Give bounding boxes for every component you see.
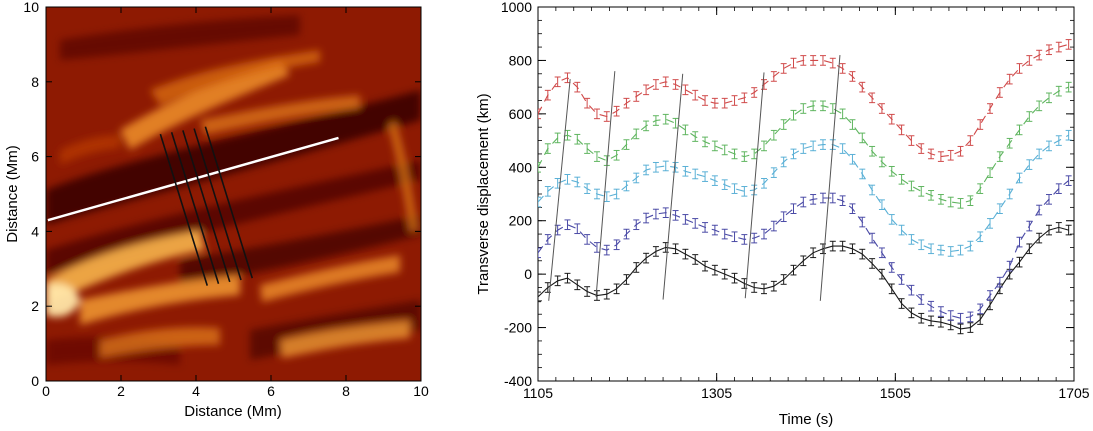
series-red [538,39,1072,162]
right-xtick-label: 1505 [880,385,911,401]
left-ytick-label: 2 [31,298,39,314]
left-xtick-label: 4 [192,383,200,399]
slit-line [170,132,220,284]
right-xtick-label: 1705 [1058,385,1089,401]
solar-image-panel: 0 2 4 6 8 10 0 2 4 6 8 10 Distance (Mm) Distance (M… [4,0,429,420]
right-ytick-label: 800 [509,52,533,68]
left-ytick-label: 6 [31,149,39,165]
vertical-lines [548,55,841,301]
series-green [538,81,1072,209]
right-ytick-label: 400 [509,159,533,175]
right-ytick-label: 600 [509,106,533,122]
series-blue [538,175,1072,324]
displacement-plot-panel: 1105 1305 1505 1705 -400 -200 0 200 400 600 800 100… [475,0,1090,428]
left-xtick-label: 6 [267,383,275,399]
slit-line [182,130,231,283]
right-ytick-label: -200 [504,320,532,336]
phase-line [662,73,684,300]
left-ytick-label: 4 [31,223,39,239]
left-ytick-label: 10 [23,0,39,15]
slit-line [193,128,242,281]
left-xtick-label: 0 [42,383,50,399]
right-axes: 1105 1305 1505 1705 -400 -200 0 200 400 600 800 100… [501,0,1090,401]
right-ylabel: Transverse displacement (km) [475,93,492,294]
cut-line [47,136,339,222]
right-xtick-label: 1305 [701,385,732,401]
left-ytick-label: 8 [31,74,39,90]
heatmap-image [46,7,421,381]
right-ytick-label: 1000 [501,0,532,15]
left-frame [45,6,422,382]
left-xtick-label: 8 [342,383,350,399]
slit-lines [159,126,254,286]
phase-line [819,55,841,301]
right-ytick-label: 0 [524,266,532,282]
series-black [538,222,1072,335]
series-line-black [538,226,1069,330]
series-cyan [538,129,1072,257]
left-axes: 0 2 4 6 8 10 0 2 4 6 8 10 [23,0,429,399]
series-layer [538,39,1072,335]
right-xtick-label: 1105 [523,385,553,401]
left-xtick-label: 2 [117,383,125,399]
right-frame [537,6,1075,382]
phase-line [744,72,765,299]
slit-line [159,133,209,286]
right-ytick-label: 200 [509,213,533,229]
slit-line [204,126,254,279]
left-xlabel: Distance (Mm) [184,403,282,420]
left-ylabel: Distance (Mm) [4,145,21,243]
right-ytick-label: -400 [504,373,532,389]
phase-line [595,71,616,297]
intensity-features [46,15,421,365]
left-xtick-label: 10 [413,383,429,399]
phase-line [548,79,571,301]
right-xlabel: Time (s) [779,411,833,428]
left-ytick-label: 0 [31,373,39,389]
white-line [47,136,339,222]
